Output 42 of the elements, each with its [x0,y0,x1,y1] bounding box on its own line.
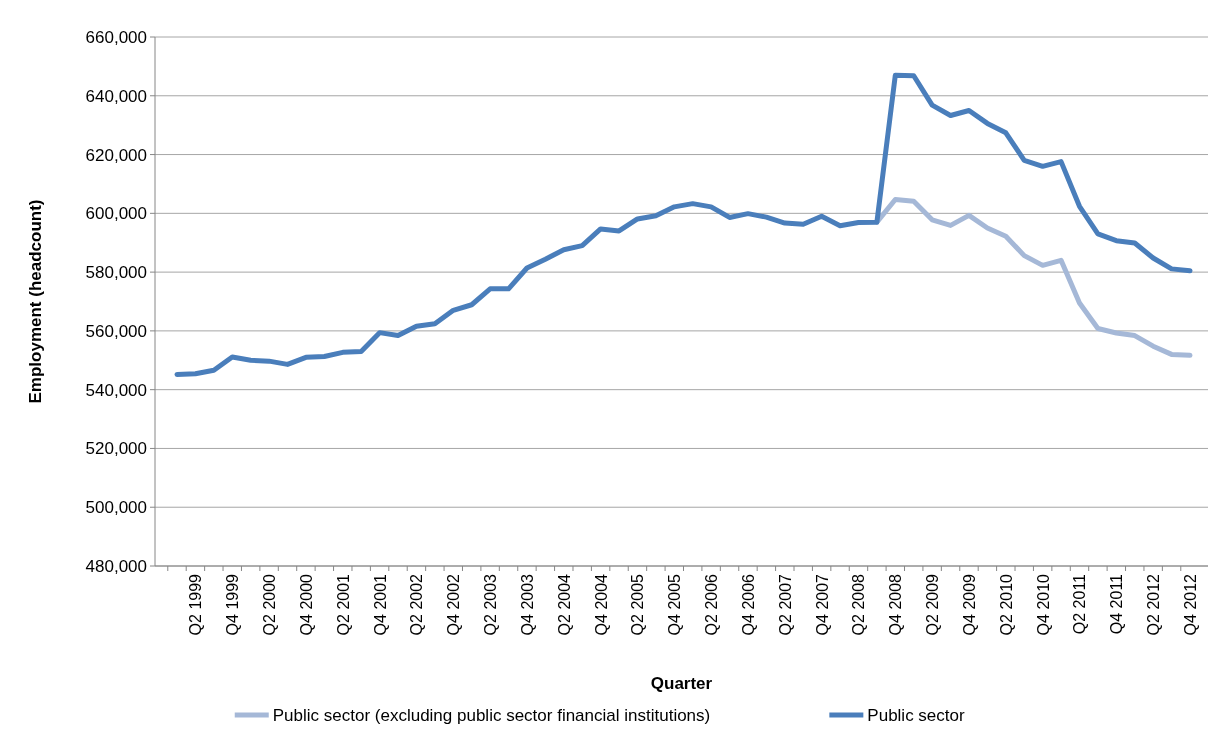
x-tick-label: Q2 2000 [261,573,279,636]
y-tick-label: 540,000 [85,380,147,400]
y-tick-label: 520,000 [85,439,147,459]
x-tick-label: Q2 2009 [924,573,942,636]
legend-label: Public sector [867,705,966,725]
x-tick-label: Q2 2007 [776,573,794,636]
y-tick-label: 640,000 [85,86,147,106]
x-tick-label: Q4 2011 [1108,573,1126,635]
x-tick-label: Q4 2005 [666,573,684,636]
x-tick-label: Q4 2009 [960,573,978,636]
y-tick-label: 560,000 [85,321,147,341]
y-axis-title: Employment (headcount) [26,199,45,404]
y-tick-label: 500,000 [85,498,147,518]
x-tick-label: Q4 2007 [813,573,831,636]
x-tick-label: Q4 2008 [887,573,905,636]
x-tick-label: Q2 2012 [1145,573,1163,636]
y-tick-label: 660,000 [85,27,147,47]
x-tick-label: Q4 2004 [592,573,610,636]
x-tick-label: Q2 2005 [629,573,647,636]
x-tick-label: Q4 2012 [1182,573,1199,636]
x-tick-label: Q2 2008 [850,573,868,636]
x-tick-label: Q2 2001 [334,573,352,636]
x-tick-label: Q2 2010 [997,573,1015,636]
x-tick-label: Q2 2004 [555,573,573,636]
legend-label: Public sector (excluding public sector financial institutions) [272,705,711,725]
x-tick-label: Q4 2001 [371,573,389,636]
x-tick-label: Q4 2010 [1034,573,1052,636]
x-tick-label: Q2 2011 [1071,573,1089,635]
x-tick-label: Q4 2006 [739,573,757,636]
y-tick-label: 620,000 [85,145,147,165]
x-tick-label: Q4 2002 [445,573,463,636]
x-tick-label: Q2 2006 [703,573,721,636]
x-tick-label: Q4 2000 [297,573,315,636]
x-tick-label: Q4 2003 [518,573,536,636]
y-tick-label: 600,000 [85,204,147,224]
x-tick-label: Q2 1999 [187,573,205,636]
x-tick-label: Q4 1999 [224,573,242,636]
x-tick-label: Q2 2003 [482,573,500,636]
y-tick-label: 580,000 [85,263,147,283]
x-tick-label: Q2 2002 [408,573,426,636]
x-axis-title: Quarter [650,674,713,693]
y-tick-label: 480,000 [85,556,147,576]
